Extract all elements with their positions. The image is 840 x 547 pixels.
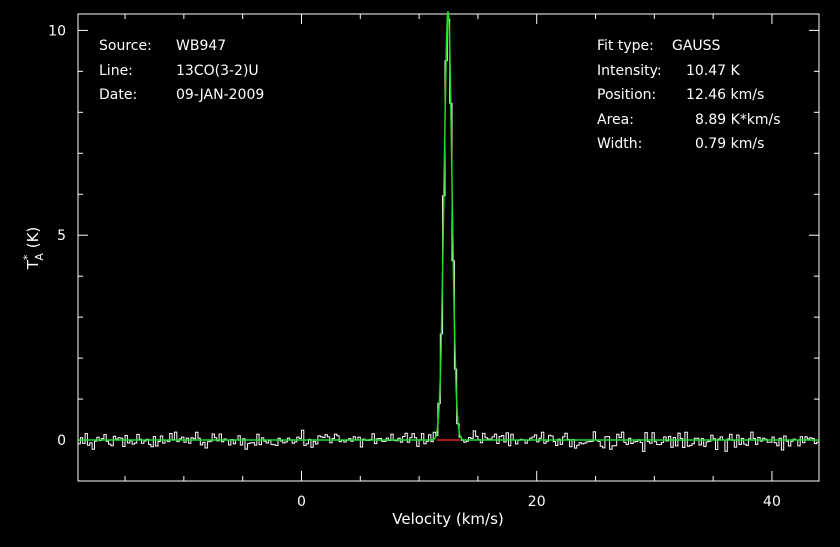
x-tick-label: 0 — [297, 494, 306, 510]
date-value: 09-JAN-2009 — [176, 87, 264, 103]
spectrum-line — [78, 18, 819, 452]
y-tick-label: 5 — [57, 228, 66, 244]
area-label: Area: — [597, 112, 634, 128]
source-label: Source: — [99, 38, 152, 54]
x-tick-label: 40 — [763, 494, 781, 510]
plot-frame — [77, 13, 820, 482]
axis-ticks — [78, 14, 819, 482]
fit-type-value: GAUSS — [672, 38, 721, 54]
y-tick-label: 10 — [48, 23, 66, 39]
tick-labels: 0 20 40 0 5 10 — [48, 23, 781, 510]
gauss-fit-line — [78, 11, 819, 441]
position-value: 12.46 km/s — [686, 87, 764, 103]
y-axis-label-sup: * — [21, 254, 34, 260]
y-axis-label-unit: (K) — [24, 227, 42, 253]
width-value: 0.79 km/s — [695, 136, 764, 152]
y-axis-label-main: T — [24, 259, 42, 270]
x-tick-label: 20 — [528, 494, 546, 510]
x-axis-label: Velocity (km/s) — [392, 510, 503, 528]
width-label: Width: — [597, 136, 642, 152]
fit-type-label: Fit type: — [597, 38, 654, 54]
source-value: WB947 — [176, 38, 226, 54]
y-tick-label: 0 — [57, 433, 66, 449]
intensity-value: 10.47 K — [686, 63, 741, 79]
y-axis-label-sub: A — [33, 253, 46, 261]
line-label: Line: — [99, 63, 133, 79]
position-label: Position: — [597, 87, 656, 103]
area-value: 8.89 K*km/s — [695, 112, 781, 128]
date-label: Date: — [99, 87, 137, 103]
line-value: 13CO(3-2)U — [176, 63, 259, 79]
y-axis-label: T*A (K) — [21, 227, 46, 271]
intensity-label: Intensity: — [597, 63, 662, 79]
